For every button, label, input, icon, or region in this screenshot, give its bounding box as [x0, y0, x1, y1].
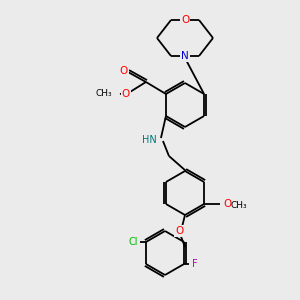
Text: O: O: [175, 226, 183, 236]
Text: O: O: [181, 15, 189, 25]
Text: F: F: [192, 259, 198, 269]
Text: CH₃: CH₃: [95, 89, 112, 98]
Text: CH₃: CH₃: [230, 200, 247, 209]
Text: N: N: [181, 51, 189, 61]
Text: HN: HN: [142, 135, 156, 145]
Text: Cl: Cl: [128, 237, 138, 247]
Text: O: O: [223, 199, 231, 209]
Text: O: O: [120, 66, 128, 76]
Text: O: O: [122, 89, 130, 99]
